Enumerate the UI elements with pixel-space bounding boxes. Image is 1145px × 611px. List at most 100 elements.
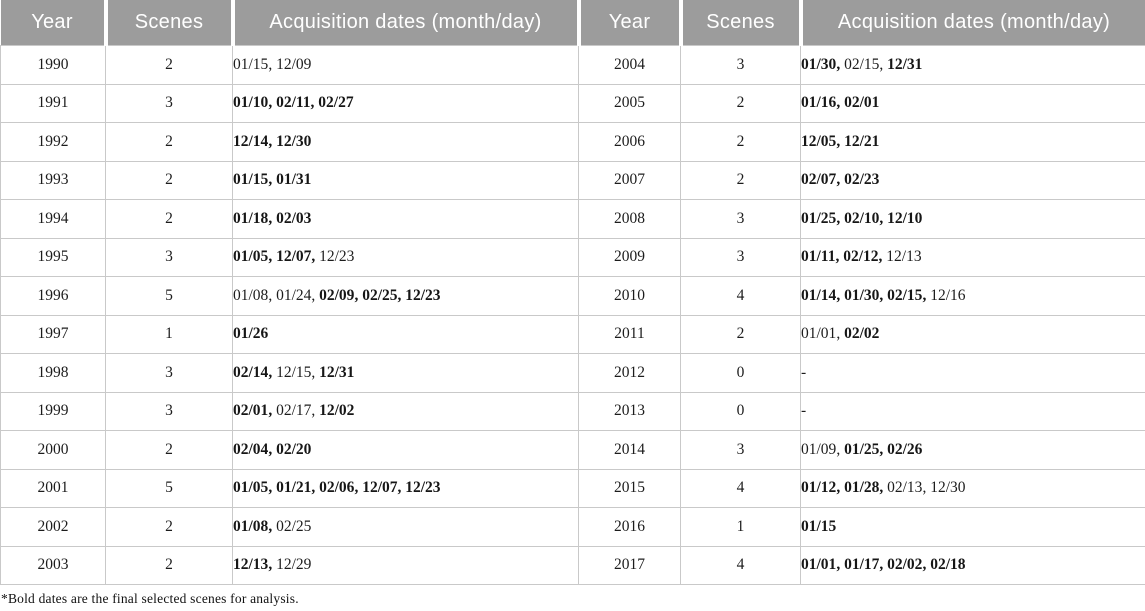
acquisition-date: 02/03 [276, 209, 312, 227]
acquisition-date: 12/21 [844, 132, 880, 150]
dates-cell: 01/01, 02/02 [800, 314, 1145, 354]
year-cell: 2001 [0, 468, 106, 508]
year-cell: 1996 [0, 276, 106, 316]
acquisition-date: 02/17 [276, 402, 312, 420]
dates-cell: 01/15, 01/31 [232, 160, 579, 200]
acquisition-date: 01/05 [233, 248, 269, 266]
dates-cell: 01/12, 01/28, 02/13, 12/30 [800, 468, 1145, 508]
year-cell: 2007 [578, 160, 681, 200]
scenes-cell: 3 [680, 199, 801, 239]
dates-cell: 01/16, 02/01 [800, 83, 1145, 123]
scenes-cell: 2 [105, 507, 233, 547]
column-header-dates-right: Acquisition dates (month/day) [800, 0, 1145, 46]
dates-cell: 01/05, 12/07, 12/23 [232, 237, 579, 277]
scenes-cell: 2 [680, 83, 801, 123]
acquisition-date: 01/11 [801, 248, 836, 266]
date-separator: , [311, 248, 320, 266]
acquisition-date: - [801, 402, 807, 420]
year-cell: 1997 [0, 314, 106, 354]
dates-cell: 01/25, 02/10, 12/10 [800, 199, 1145, 239]
acquisition-date: 12/07 [276, 248, 312, 266]
year-cell: 2012 [578, 353, 681, 393]
acquisition-date: 12/02 [319, 402, 355, 420]
year-cell: 2005 [578, 83, 681, 123]
dates-cell: - [800, 391, 1145, 431]
dates-cell: 01/14, 01/30, 02/15, 12/16 [800, 276, 1145, 316]
date-separator: , [268, 402, 277, 420]
scenes-cell: 1 [680, 507, 801, 547]
scenes-cell: 5 [105, 468, 233, 508]
acquisition-date: 12/10 [887, 209, 923, 227]
acquisition-date: 01/01 [801, 325, 837, 343]
acquisition-date: 12/31 [319, 363, 355, 381]
year-cell: 2017 [578, 545, 681, 585]
acquisition-date: 01/10 [233, 94, 269, 112]
acquisition-date: 12/05 [801, 132, 837, 150]
date-separator: , [922, 479, 931, 497]
acquisition-date: 02/13 [887, 479, 923, 497]
date-separator: , [311, 363, 320, 381]
scenes-cell: 3 [680, 237, 801, 277]
date-separator: , [836, 286, 845, 304]
dates-cell: 01/18, 02/03 [232, 199, 579, 239]
acquisition-date: 02/27 [318, 94, 354, 112]
date-separator: , [836, 556, 845, 574]
dates-cell: 12/05, 12/21 [800, 122, 1145, 162]
acquisition-date: 01/31 [276, 171, 312, 189]
scenes-cell: 4 [680, 468, 801, 508]
dates-cell: 01/11, 02/12, 12/13 [800, 237, 1145, 277]
acquisition-date: 02/14 [233, 363, 269, 381]
dates-cell: 01/08, 01/24, 02/09, 02/25, 12/23 [232, 276, 579, 316]
date-separator: , [268, 363, 277, 381]
acquisition-date: 01/16 [801, 94, 837, 112]
dates-cell: 02/01, 02/17, 12/02 [232, 391, 579, 431]
year-cell: 1994 [0, 199, 106, 239]
year-cell: 1998 [0, 353, 106, 393]
date-separator: , [836, 132, 845, 150]
year-cell: 2000 [0, 430, 106, 470]
date-separator: , [836, 209, 845, 227]
date-separator: , [879, 440, 888, 458]
acquisition-date: 02/15 [844, 55, 880, 73]
table-row: 1999 3 02/01, 02/17, 12/02 2013 0- [0, 391, 1145, 431]
acquisition-date: 02/07 [801, 171, 837, 189]
year-cell: 1999 [0, 391, 106, 431]
year-cell: 2002 [0, 507, 106, 547]
date-separator: , [879, 209, 888, 227]
year-cell: 2006 [578, 122, 681, 162]
date-separator: , [836, 440, 845, 458]
acquisition-date: 02/04 [233, 440, 269, 458]
acquisition-date: 02/09 [319, 286, 355, 304]
year-cell: 2015 [578, 468, 681, 508]
table-row: 1998 3 02/14, 12/15, 12/31 2012 0- [0, 353, 1145, 393]
table-row: 1997 1 01/26 2011 2 01/01, 02/02 [0, 314, 1145, 354]
scenes-cell: 3 [680, 430, 801, 470]
date-separator: , [268, 248, 277, 266]
acquisition-date: - [801, 363, 807, 381]
table-row: 2003 2 12/13, 12/29 2017 4 01/01, 01/17, 02/0… [0, 545, 1145, 585]
acquisition-date: 01/24 [276, 286, 312, 304]
date-separator: , [354, 479, 363, 497]
table-row: 1994 2 01/18, 02/03 2008 3 01/25, 02/10, 12/1… [0, 199, 1145, 239]
table-row: 1991 3 01/10, 02/11, 02/27 2005 2 01/16, 02/0… [0, 83, 1145, 123]
table-row: 2002 2 01/08, 02/25 2016 1 01/15 [0, 507, 1145, 547]
acquisition-date: 12/31 [887, 55, 923, 73]
date-separator: , [268, 55, 277, 73]
acquisition-date: 12/30 [930, 479, 966, 497]
dates-cell: 01/15, 12/09 [232, 45, 579, 85]
acquisition-date: 02/25 [276, 517, 312, 535]
dates-cell: 01/10, 02/11, 02/27 [232, 83, 579, 123]
date-separator: , [836, 94, 845, 112]
acquisition-date: 02/06 [319, 479, 355, 497]
year-cell: 2009 [578, 237, 681, 277]
year-cell: 2003 [0, 545, 106, 585]
year-cell: 2008 [578, 199, 681, 239]
scenes-cell: 4 [680, 276, 801, 316]
dates-cell: - [800, 353, 1145, 393]
acquisition-date: 02/01 [233, 402, 269, 420]
acquisition-date: 01/21 [276, 479, 312, 497]
acquisition-date: 01/18 [233, 209, 269, 227]
date-separator: , [836, 55, 845, 73]
date-separator: , [311, 402, 320, 420]
date-separator: , [836, 171, 845, 189]
